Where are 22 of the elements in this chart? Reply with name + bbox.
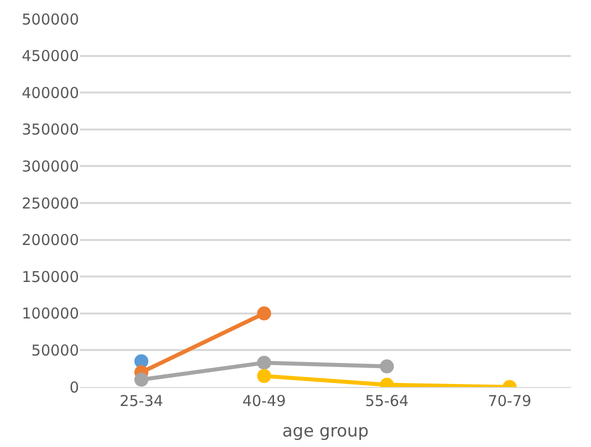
- point: [257, 356, 272, 370]
- x-tick-label: 25-34: [120, 392, 164, 410]
- y-tick-label: 50000: [31, 341, 79, 360]
- point: [134, 372, 148, 387]
- y-tick-label: 250000: [22, 194, 79, 212]
- x-tick-label: 55-64: [365, 392, 409, 410]
- y-tick-label: 200000: [22, 231, 79, 250]
- x-tick-label: 70-79: [488, 392, 532, 410]
- y-tick-label: 150000: [22, 268, 79, 286]
- x-tick-label: 40-49: [242, 392, 286, 410]
- y-tick-label: 450000: [22, 47, 79, 66]
- x-axis-title: age group: [282, 421, 369, 442]
- y-tick-label: 400000: [22, 84, 79, 102]
- point: [380, 359, 394, 374]
- y-tick-label: 300000: [22, 157, 79, 176]
- y-tick-label: 500000: [22, 10, 79, 28]
- y-tick-label: 100000: [22, 304, 79, 323]
- point: [257, 368, 272, 383]
- point: [134, 354, 148, 368]
- y-tick-label: 0: [69, 378, 79, 396]
- point: [257, 306, 272, 320]
- y-tick-label: 350000: [22, 120, 79, 139]
